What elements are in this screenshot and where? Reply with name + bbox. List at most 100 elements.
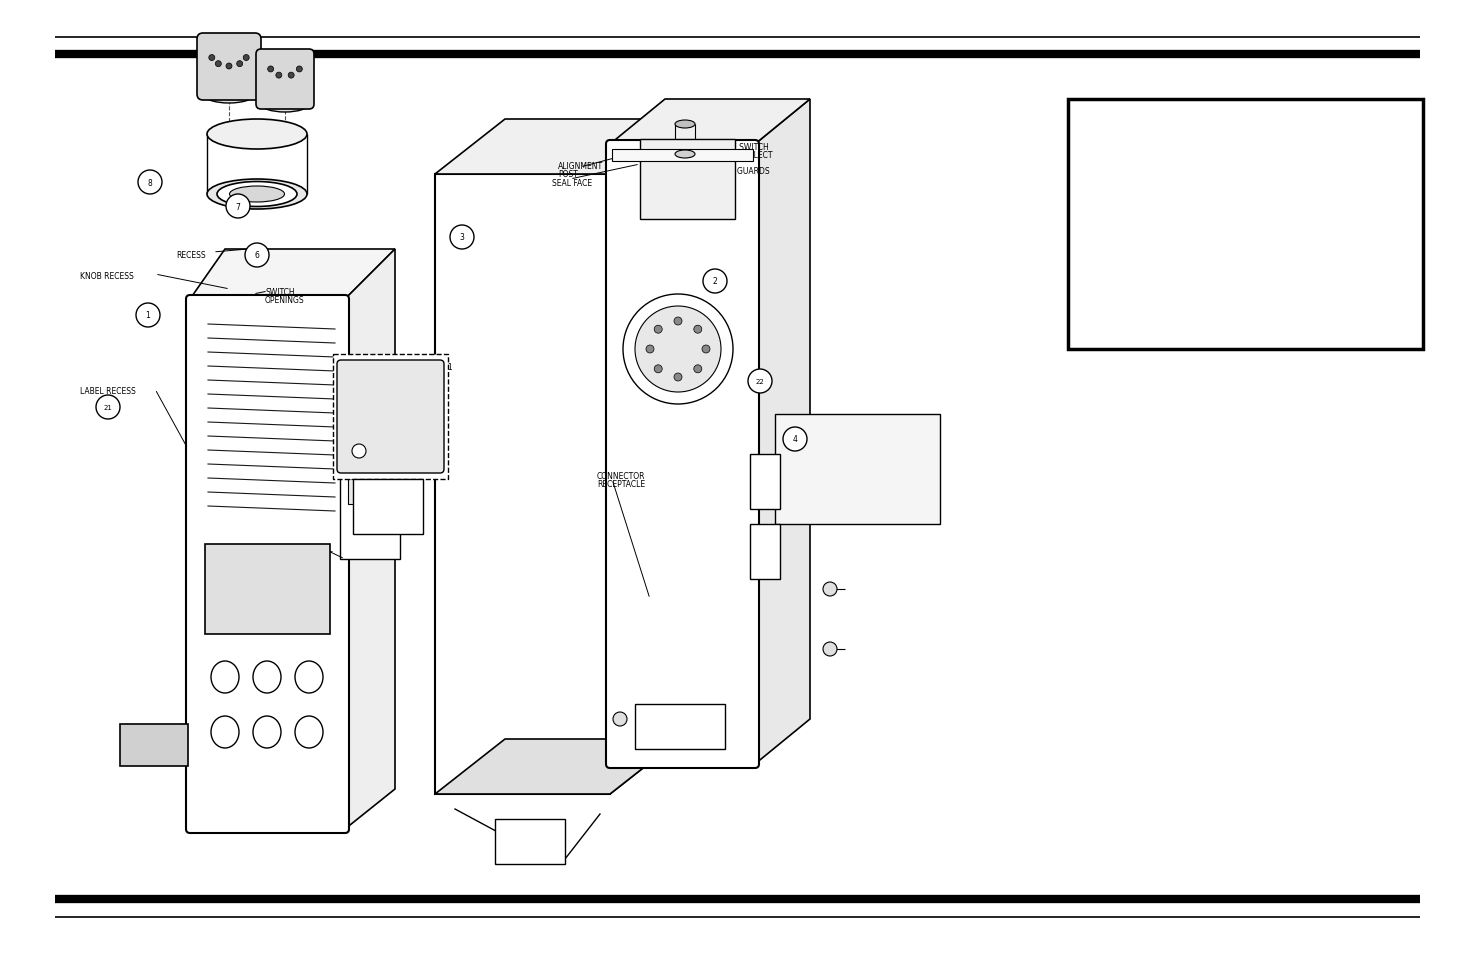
Circle shape [655, 365, 662, 374]
Circle shape [245, 244, 268, 268]
Circle shape [243, 55, 249, 62]
Circle shape [450, 226, 473, 250]
Text: CONNECTOR: CONNECTOR [597, 472, 646, 480]
Ellipse shape [254, 717, 282, 748]
Bar [636, 704, 726, 749]
Text: SWITCH GUARDS: SWITCH GUARDS [705, 167, 770, 175]
FancyBboxPatch shape [257, 50, 314, 110]
Text: SWITCH: SWITCH [266, 288, 295, 296]
Text: NSN 107-3865/1: NSN 107-3865/1 [389, 363, 453, 372]
Circle shape [215, 62, 221, 68]
Circle shape [353, 444, 366, 458]
Circle shape [646, 346, 653, 354]
Circle shape [702, 346, 709, 354]
Circle shape [748, 370, 771, 394]
Bar [370, 410, 388, 435]
Circle shape [823, 642, 836, 657]
Circle shape [693, 365, 702, 374]
FancyBboxPatch shape [336, 360, 444, 474]
Polygon shape [435, 120, 680, 174]
Circle shape [674, 374, 681, 381]
Circle shape [823, 582, 836, 597]
Text: LABEL RECESS: LABEL RECESS [80, 387, 136, 395]
Bar [341, 359, 400, 559]
Bar [370, 444, 388, 470]
Text: RECESS: RECESS [176, 251, 205, 260]
Text: URC COVER: URC COVER [389, 355, 435, 364]
Text: FLEX TAIL: FLEX TAIL [296, 544, 333, 554]
Circle shape [276, 73, 282, 79]
Circle shape [226, 194, 249, 219]
Text: VOLUME SWITCH: VOLUME SWITCH [705, 143, 768, 152]
Circle shape [236, 62, 243, 68]
Polygon shape [190, 250, 395, 299]
Text: SWITCH: SWITCH [705, 159, 735, 168]
Text: POST: POST [558, 170, 578, 179]
Bar [749, 455, 780, 510]
Bar [749, 524, 780, 579]
Ellipse shape [207, 180, 307, 210]
Polygon shape [774, 415, 940, 524]
Polygon shape [611, 100, 810, 145]
Bar [640, 140, 735, 220]
Ellipse shape [211, 717, 239, 748]
Ellipse shape [295, 661, 323, 693]
Ellipse shape [211, 661, 239, 693]
Ellipse shape [676, 121, 695, 129]
Bar [348, 410, 366, 435]
Circle shape [209, 55, 215, 62]
Bar [205, 544, 330, 635]
Polygon shape [345, 250, 395, 829]
Text: 4: 4 [792, 435, 798, 444]
Text: 8: 8 [148, 178, 152, 188]
Ellipse shape [295, 717, 323, 748]
Circle shape [296, 67, 302, 72]
Bar [1068, 100, 1423, 350]
Circle shape [136, 304, 159, 328]
Ellipse shape [230, 187, 285, 203]
Ellipse shape [261, 97, 308, 112]
Ellipse shape [207, 120, 307, 150]
Text: CHANNEL SELECT: CHANNEL SELECT [705, 151, 773, 160]
Polygon shape [755, 100, 810, 764]
Polygon shape [611, 120, 680, 794]
Circle shape [288, 73, 294, 79]
Polygon shape [353, 479, 423, 535]
Bar [348, 444, 366, 470]
Text: 3: 3 [460, 233, 465, 242]
Text: 1: 1 [146, 312, 150, 320]
Text: 22: 22 [755, 378, 764, 385]
Bar [348, 479, 366, 504]
Circle shape [783, 428, 807, 452]
Bar [496, 820, 565, 864]
Text: CONNECTOR: CONNECTOR [400, 472, 448, 480]
Ellipse shape [217, 182, 296, 208]
Bar [119, 724, 187, 766]
Circle shape [267, 67, 274, 72]
Polygon shape [435, 740, 680, 794]
Circle shape [139, 171, 162, 194]
Text: ALIGNMENT: ALIGNMENT [558, 162, 603, 171]
Ellipse shape [204, 86, 255, 104]
Text: OPENINGS: OPENINGS [266, 295, 305, 305]
Text: KNOB RECESS: KNOB RECESS [80, 272, 134, 281]
Text: 7: 7 [236, 202, 240, 212]
Text: 2: 2 [712, 277, 717, 286]
Ellipse shape [254, 661, 282, 693]
Bar [435, 174, 611, 794]
Text: 6: 6 [255, 252, 260, 260]
Circle shape [636, 307, 721, 393]
Bar [370, 375, 388, 399]
FancyBboxPatch shape [606, 141, 760, 768]
Ellipse shape [676, 151, 695, 159]
Bar [370, 479, 388, 504]
Circle shape [226, 64, 232, 70]
FancyBboxPatch shape [198, 34, 261, 101]
Circle shape [96, 395, 119, 419]
Bar [333, 355, 448, 479]
Bar [348, 375, 366, 399]
Circle shape [357, 506, 373, 522]
FancyBboxPatch shape [186, 295, 350, 833]
Circle shape [655, 326, 662, 334]
Text: SEAL FACE: SEAL FACE [552, 179, 591, 188]
